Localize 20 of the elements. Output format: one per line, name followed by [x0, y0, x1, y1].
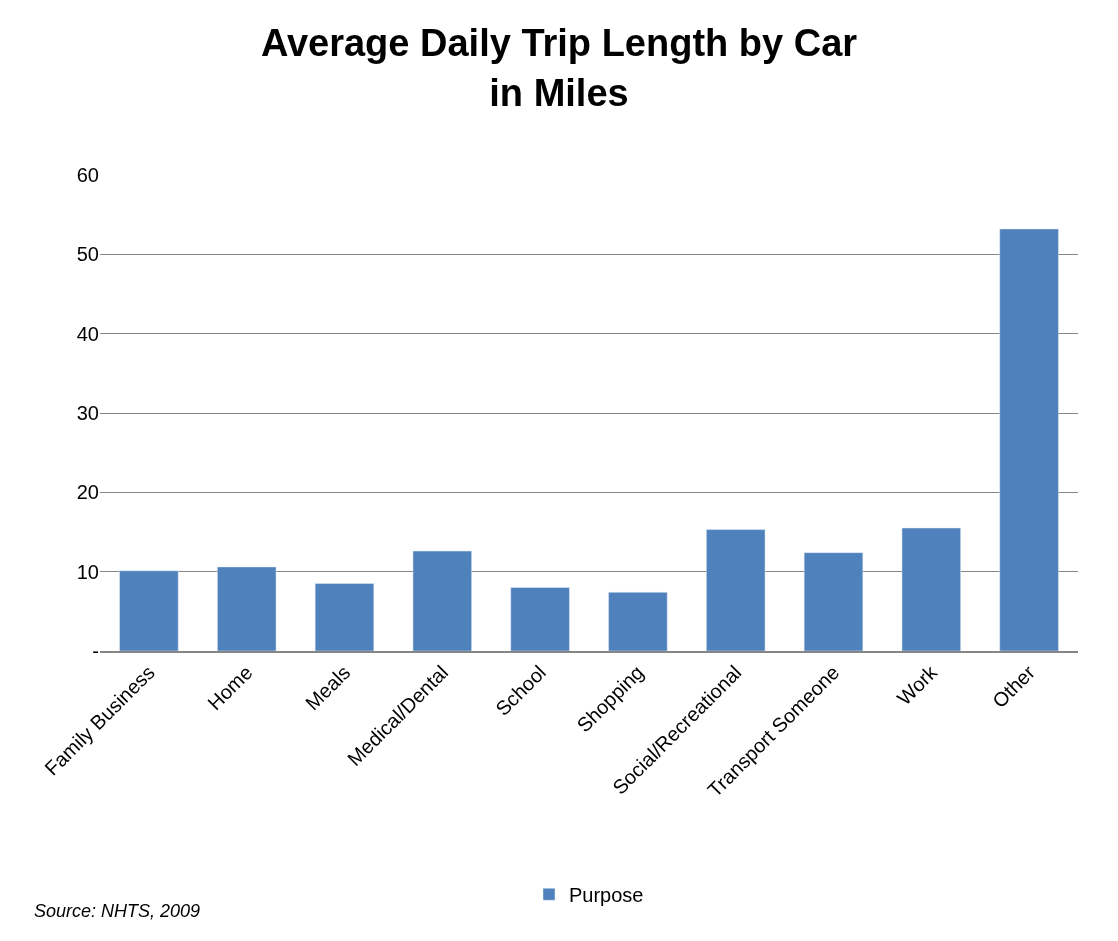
source-note: Source: NHTS, 2009: [34, 901, 201, 921]
bar: [510, 587, 570, 651]
bar: [608, 592, 668, 651]
y-tick-label: 20: [76, 481, 99, 504]
bar: [706, 529, 766, 651]
bar: [803, 552, 864, 651]
legend-label: Purpose: [569, 884, 644, 907]
bar: [412, 550, 472, 651]
y-tick-label: 40: [76, 322, 99, 345]
bar: [901, 527, 961, 651]
y-tick-label: 10: [76, 560, 99, 583]
bar: [217, 566, 277, 651]
y-tick-label: -: [92, 640, 99, 662]
y-tick-label: 30: [76, 402, 99, 424]
chart-title: Average Daily Trip Length by Car in Miles: [260, 22, 858, 114]
bar: [119, 570, 179, 651]
y-tick-label: 50: [76, 243, 99, 266]
bar: [999, 228, 1059, 651]
bar: [314, 583, 375, 651]
y-tick-label: 60: [76, 164, 99, 186]
